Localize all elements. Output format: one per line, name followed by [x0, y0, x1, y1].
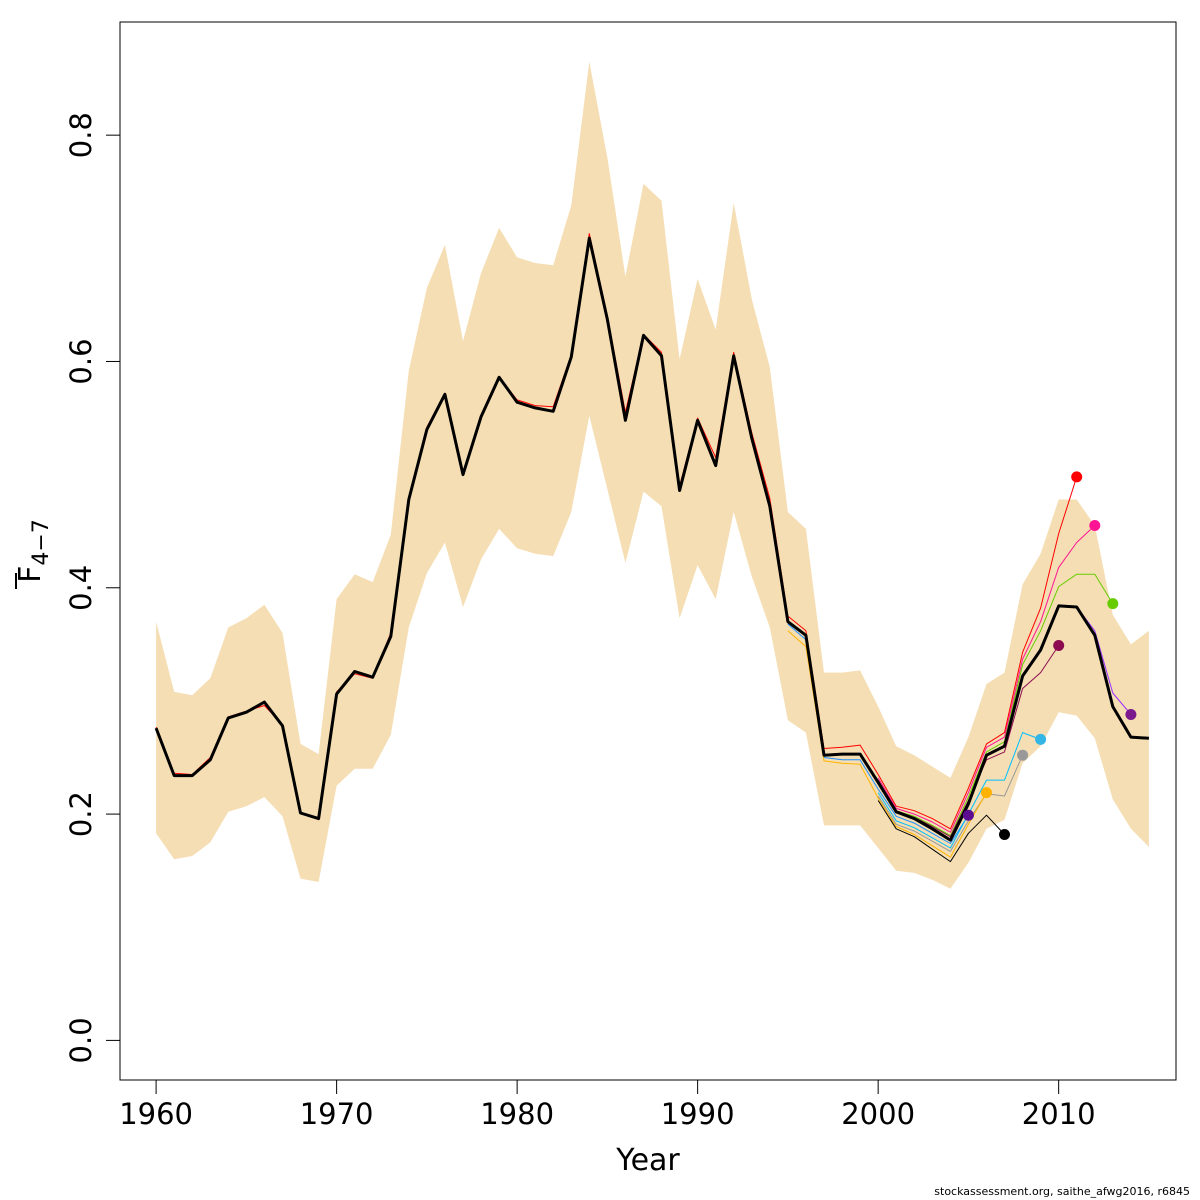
- x-axis-label: Year: [615, 1143, 680, 1178]
- y-axis: 0.0 0.2 0.4 0.6 0.8: [64, 112, 121, 1063]
- endpoint-marker-2007: [999, 829, 1010, 840]
- endpoint-marker-2010: [1053, 640, 1065, 651]
- x-tick-label-1980: 1980: [480, 1097, 554, 1131]
- confidence-band-layer: [156, 61, 1149, 889]
- series-line-8: [877, 754, 1024, 852]
- y-axis-label-subscript: 4−7: [29, 519, 54, 565]
- y-axis-label-main: F: [13, 566, 48, 583]
- endpoint-marker-2008: [1017, 749, 1029, 761]
- endpoint-marker-2011: [1071, 471, 1083, 483]
- svg-text:F4−7: F4−7: [13, 519, 54, 583]
- endpoint-marker-2006: [981, 787, 992, 799]
- endpoint-marker-2012: [1089, 520, 1101, 531]
- endpoint-marker-2013: [1107, 598, 1119, 610]
- series-line-10: [877, 800, 1005, 863]
- endpoint-layer: [962, 471, 1137, 840]
- x-tick-label-2000: 2000: [841, 1097, 915, 1131]
- y-tick-label-1: 0.2: [64, 791, 98, 837]
- y-axis-label: F4−7: [13, 519, 54, 589]
- series-line-0: [154, 236, 1149, 842]
- x-axis: 1960 1970 1980 1990 2000 2010: [119, 1079, 1096, 1131]
- plot-frame: [119, 21, 1177, 1081]
- y-tick-label-4: 0.8: [64, 112, 98, 158]
- confidence-band: [156, 61, 1149, 889]
- y-tick-label-0: 0.0: [64, 1017, 98, 1063]
- series-line-7: [877, 732, 1041, 849]
- series-layer: [154, 233, 1149, 863]
- endpoint-marker-2005: [962, 809, 974, 821]
- series-line-2: [877, 525, 1096, 833]
- x-tick-label-2010: 2010: [1022, 1097, 1096, 1131]
- x-tick-label-1990: 1990: [661, 1097, 735, 1131]
- y-tick-label-3: 0.6: [64, 338, 98, 384]
- x-tick-label-1970: 1970: [300, 1097, 374, 1131]
- series-line-3: [877, 573, 1114, 837]
- endpoint-marker-2014: [1125, 709, 1137, 720]
- endpoint-marker-2009: [1035, 733, 1047, 745]
- y-tick-label-2: 0.4: [64, 565, 98, 611]
- credit-footer: stockassessment.org, saithe_afwg2016, r6…: [934, 1185, 1190, 1198]
- x-tick-label-1960: 1960: [119, 1097, 193, 1131]
